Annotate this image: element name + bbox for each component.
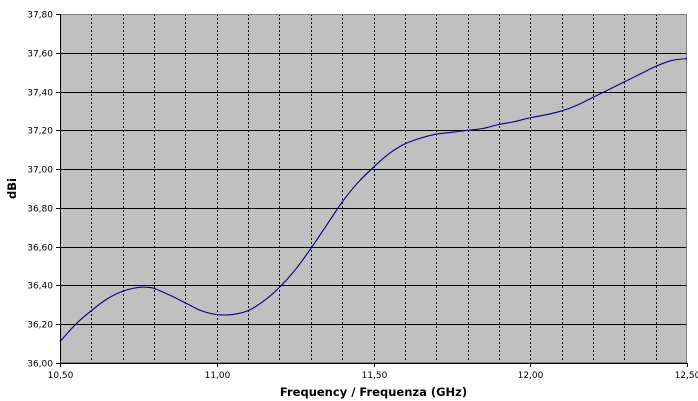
y-tick-label: 36,00 [27, 360, 53, 370]
y-tick-label: 37,80 [27, 11, 53, 21]
y-tick-label: 37,00 [27, 166, 53, 176]
x-tick-label: 11,00 [205, 371, 231, 381]
x-axis-title: Frequency / Frequenza (GHz) [280, 385, 467, 399]
y-axis-title: dBi [5, 178, 19, 199]
y-tick-label: 36,40 [27, 282, 53, 292]
y-tick-label: 37,60 [27, 50, 53, 60]
y-tick-label: 36,80 [27, 205, 53, 215]
x-tick-label: 12,00 [518, 371, 544, 381]
x-tick-label: 10,50 [48, 371, 74, 381]
y-tick-label: 36,20 [27, 321, 53, 331]
y-tick-label: 37,40 [27, 89, 53, 99]
axes: 36,00 36,20 36,40 36,60 36,80 37,00 37,20 37,40… [27, 11, 698, 382]
x-tick-label: 11,50 [362, 371, 388, 381]
y-tick-label: 37,20 [27, 127, 53, 137]
series-line [59, 58, 688, 343]
x-tick-label: 12,50 [675, 371, 698, 381]
y-tick-label: 36,60 [27, 244, 53, 254]
series-layer [59, 58, 688, 343]
plot-area [60, 14, 687, 363]
grid [60, 14, 687, 363]
